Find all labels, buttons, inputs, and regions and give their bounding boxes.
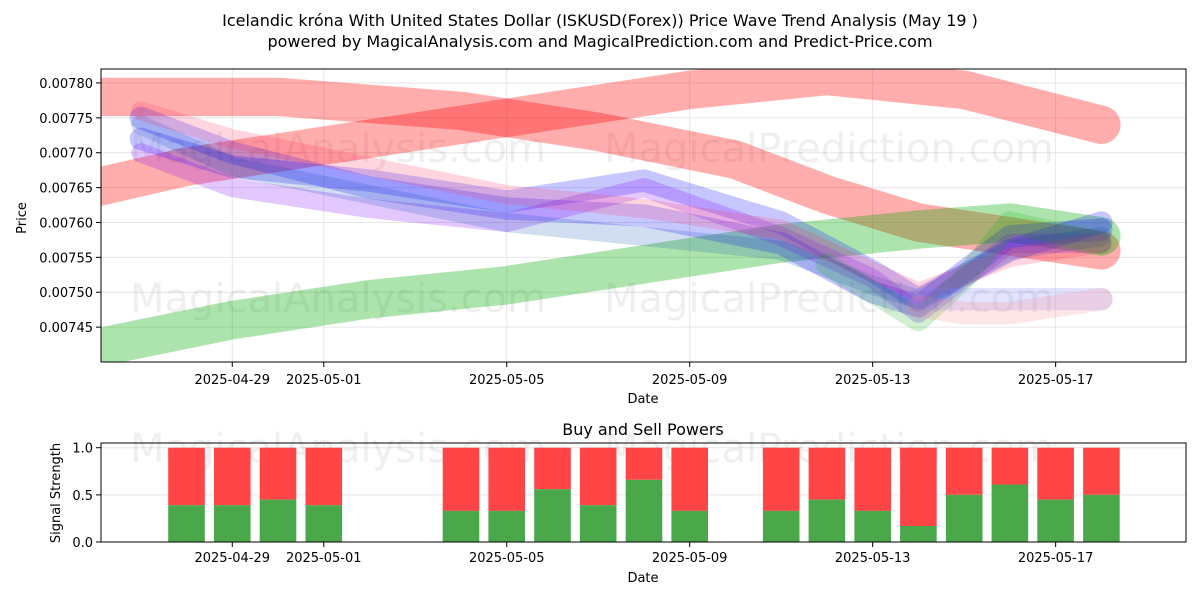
buy-power-bar [854,510,891,542]
price-x-axis-label: Date [627,392,658,407]
price-y-tick-label: 0.00780 [39,77,93,92]
signal-x-tick-label: 2025-05-05 [469,551,545,566]
signal-plot-frame [100,442,1187,543]
price-watermarks: MagicalAnalysis.com MagicalPrediction.co… [130,126,1054,322]
signal-x-tick-label: 2025-05-09 [652,551,728,566]
price-x-tick-label: 2025-04-29 [194,373,270,388]
buy-power-bar [671,510,708,542]
price-series [101,69,1121,362]
sell-power-bar [534,447,571,490]
sell-power-bar [305,447,343,506]
buy-power-bar [579,505,617,542]
signal-x-tick-label: 2025-04-29 [194,551,270,566]
buy-power-bar [1083,494,1120,542]
price-wave-line-4 [129,106,1113,318]
signal-y-tick-label: 1.0 [72,442,93,457]
price-y-tick-label: 0.00770 [39,147,93,162]
price-wave-line-3 [101,203,1121,362]
price-series-group [101,69,1121,362]
price-plot-frame [100,68,1187,363]
sell-power-bar [991,447,1029,485]
signal-bars [168,447,1120,542]
sell-power-bar [259,447,297,500]
signal-y-ticks: 0.0 0.5 1.0 [72,442,101,551]
buy-power-bar [305,505,343,542]
price-wave-line-8 [131,101,1111,302]
sell-power-bar [1083,447,1120,495]
price-wave-line-11 [907,288,1113,325]
price-wave-line-9 [815,211,1113,332]
signal-y-axis-label: Signal Strength [49,443,64,543]
price-y-tick-label: 0.00775 [39,112,93,127]
buy-power-bar [214,505,251,542]
price-x-tick-label: 2025-05-13 [835,373,911,388]
price-grid [101,69,1186,362]
sell-power-bar [945,447,983,495]
price-y-ticks: 0.00745 0.00750 0.00755 0.00760 0.00765 0.007… [39,77,101,336]
buy-power-bar [762,510,800,542]
sell-power-bar [900,447,937,526]
sell-power-bar [579,447,617,506]
signal-x-tick-label: 2025-05-17 [1018,551,1094,566]
buy-power-bar [1037,499,1074,542]
buy-power-bar [900,526,937,542]
price-y-tick-label: 0.00765 [39,182,93,197]
sell-power-bar [214,447,251,506]
sell-power-bar [854,447,891,511]
signal-plot: Buy and Sell Powers MagicalAnalysis.com … [49,420,1187,586]
sell-power-bar [442,447,480,511]
sell-power-bar [1037,447,1074,500]
buy-power-bar [259,499,297,542]
price-y-axis-label: Price [15,202,30,234]
watermark-prediction-upper-1: MagicalPrediction.com [604,126,1054,172]
price-y-tick-label: 0.00745 [39,321,93,336]
price-wave-line-1 [101,69,1121,206]
buy-power-bar [168,505,205,542]
watermark-analysis-upper-2: MagicalAnalysis.com [130,276,546,322]
buy-power-bar [808,499,846,542]
sell-power-bar [671,447,708,511]
price-x-tick-label: 2025-05-17 [1018,373,1094,388]
price-wave-line-7 [131,115,1111,309]
signal-plot-title: Buy and Sell Powers [562,420,724,439]
sell-power-bar [625,447,663,480]
watermark-analysis-upper-1: MagicalAnalysis.com [130,126,546,172]
buy-power-bar [442,510,480,542]
signal-x-tick-label: 2025-05-01 [286,551,362,566]
signal-x-ticks: 2025-04-29 2025-05-01 2025-05-05 2025-05-09… [194,542,1093,566]
price-x-tick-label: 2025-05-05 [469,373,545,388]
price-x-tick-label: 2025-05-09 [652,373,728,388]
signal-y-tick-label: 0.0 [72,536,93,551]
price-y-tick-label: 0.00750 [39,286,93,301]
price-x-ticks: 2025-04-29 2025-05-01 2025-05-05 2025-05-09… [194,362,1093,388]
price-y-tick-label: 0.00760 [39,216,93,231]
signal-x-axis-label: Date [627,571,658,586]
price-wave-line-6 [131,143,1111,323]
chart-title-line1: Icelandic króna With United States Dolla… [222,11,978,30]
buy-power-bar [488,510,525,542]
price-y-tick-label: 0.00755 [39,251,93,266]
buy-power-bar [991,484,1029,542]
sell-power-bar [762,447,800,511]
buy-power-bar [625,479,663,542]
signal-x-tick-label: 2025-05-13 [835,551,911,566]
sell-power-bar [488,447,525,511]
sell-power-bar [808,447,846,500]
sell-power-bar [168,447,205,506]
price-x-tick-label: 2025-05-01 [286,373,362,388]
signal-y-tick-label: 0.5 [72,489,93,504]
watermark-prediction-upper-2: MagicalPrediction.com [604,276,1054,322]
chart-title-line2: powered by MagicalAnalysis.com and Magic… [267,32,932,51]
buy-power-bar [945,494,983,542]
price-wave-line-2 [101,77,1121,270]
buy-power-bar [534,489,571,542]
price-wave-line-5 [129,127,1113,311]
price-plot: MagicalAnalysis.com MagicalPrediction.co… [15,68,1187,407]
